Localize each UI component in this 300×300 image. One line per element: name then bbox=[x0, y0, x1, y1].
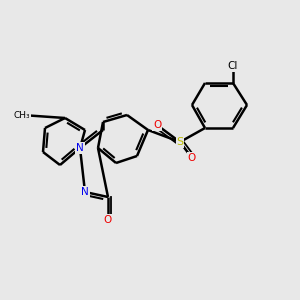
Text: CH₃: CH₃ bbox=[14, 110, 30, 119]
Text: N: N bbox=[81, 187, 89, 197]
Text: O: O bbox=[188, 153, 196, 163]
Text: Cl: Cl bbox=[228, 61, 238, 71]
Text: S: S bbox=[176, 137, 184, 147]
Text: N: N bbox=[76, 143, 84, 153]
Text: O: O bbox=[153, 120, 161, 130]
Text: O: O bbox=[104, 215, 112, 225]
